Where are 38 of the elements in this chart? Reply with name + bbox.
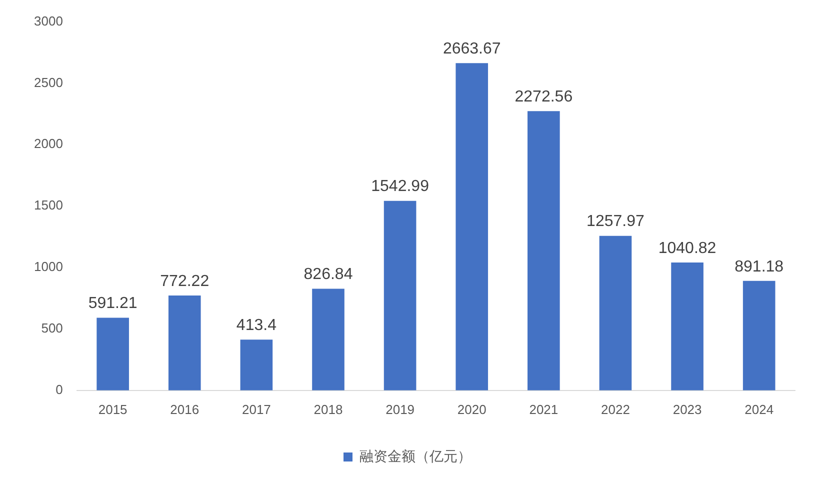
legend-label: 融资金额（亿元） bbox=[360, 448, 472, 464]
x-tick-label: 2021 bbox=[529, 402, 558, 417]
bar bbox=[312, 288, 344, 390]
data-label: 591.21 bbox=[88, 295, 138, 312]
bar bbox=[96, 318, 129, 390]
x-tick-label: 2023 bbox=[672, 402, 702, 417]
data-label: 891.18 bbox=[734, 258, 784, 276]
data-label: 413.4 bbox=[236, 317, 277, 334]
x-tick-label: 2017 bbox=[242, 402, 271, 417]
x-tick-label: 2015 bbox=[98, 402, 128, 417]
data-label: 772.22 bbox=[160, 272, 210, 290]
y-tick-label: 2000 bbox=[34, 136, 63, 152]
data-label: 826.84 bbox=[304, 266, 353, 284]
bar bbox=[168, 296, 201, 390]
data-label: 1542.99 bbox=[371, 178, 430, 196]
bar bbox=[456, 63, 488, 390]
x-tick-label: 2019 bbox=[386, 402, 415, 417]
x-tick-label: 2020 bbox=[457, 402, 486, 417]
bar bbox=[599, 236, 632, 390]
bar bbox=[384, 200, 416, 390]
bar bbox=[742, 280, 776, 390]
data-label: 2272.56 bbox=[514, 88, 573, 106]
y-tick-label: 2500 bbox=[34, 74, 63, 90]
y-tick-label: 0 bbox=[56, 382, 63, 397]
data-label: 2663.67 bbox=[442, 40, 501, 58]
x-tick-label: 2016 bbox=[170, 402, 200, 417]
bar bbox=[671, 262, 704, 390]
y-tick-label: 500 bbox=[41, 320, 63, 336]
data-label: 1257.97 bbox=[586, 213, 644, 230]
x-tick-label: 2024 bbox=[744, 402, 774, 417]
bar bbox=[528, 111, 560, 390]
bar bbox=[240, 340, 273, 390]
y-tick-label: 1000 bbox=[34, 259, 63, 274]
y-tick-label: 1500 bbox=[34, 198, 63, 213]
x-tick-label: 2022 bbox=[601, 402, 630, 417]
x-tick-label: 2018 bbox=[314, 402, 343, 417]
data-label: 1040.82 bbox=[658, 240, 716, 257]
y-tick-label: 3000 bbox=[34, 13, 63, 28]
